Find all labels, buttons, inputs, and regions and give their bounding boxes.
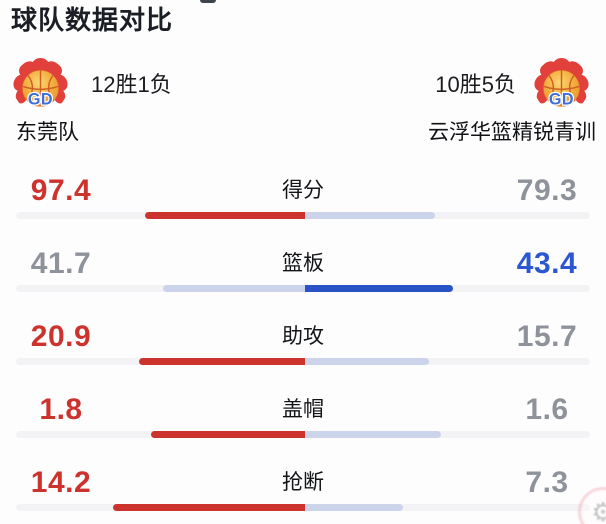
stat-value-right: 7.3 [525, 466, 569, 499]
stat-row: 1.8 盖帽 1.6 [0, 391, 606, 464]
clipped-ui-fragment [200, 0, 216, 3]
stat-bar-right-segment [305, 504, 403, 511]
stat-bar-left-segment [139, 358, 305, 365]
stat-label: 抢断 [282, 471, 324, 494]
stat-value-right: 43.4 [516, 247, 578, 280]
stat-value-left: 1.8 [39, 393, 83, 426]
watermark-badge: ⚙ [578, 487, 606, 524]
stat-bar-left-segment [145, 212, 305, 219]
left-team-record: 12胜1负 [91, 72, 172, 97]
stat-bar-right-segment [305, 212, 435, 219]
stat-value-left: 97.4 [30, 174, 92, 207]
left-team-logo-icon[interactable] [12, 57, 69, 114]
stat-label: 得分 [282, 179, 324, 202]
stat-bar-left-segment [113, 504, 305, 511]
stat-value-right: 79.3 [516, 174, 578, 207]
right-team-logo-icon[interactable] [533, 57, 590, 114]
stats-list: 97.4 得分 79.3 41.7 篮板 43.4 20.9 助攻 15.7 1… [0, 172, 606, 524]
stat-value-left: 20.9 [30, 320, 92, 353]
stat-row: 20.9 助攻 15.7 [0, 318, 606, 391]
stat-row: 41.7 篮板 43.4 [0, 245, 606, 318]
stat-bar-right-segment [305, 285, 453, 292]
stat-value-left: 41.7 [30, 247, 92, 280]
stat-value-left: 14.2 [30, 466, 92, 499]
stat-bar-left-segment [151, 431, 305, 438]
stat-bar-left-segment [163, 285, 305, 292]
stat-bar-right-segment [305, 358, 429, 365]
gear-icon: ⚙ [591, 497, 606, 524]
stat-label: 篮板 [282, 252, 324, 275]
stat-label: 盖帽 [282, 398, 324, 421]
stat-label: 助攻 [282, 325, 324, 348]
stat-value-right: 1.6 [525, 393, 569, 426]
stat-bar-right-segment [305, 431, 441, 438]
right-team-record: 10胜5负 [435, 72, 516, 97]
stat-row: 14.2 抢断 7.3 [0, 464, 606, 524]
left-team-name[interactable]: 东莞队 [16, 121, 79, 144]
watermark-ring: ⚙ [578, 487, 606, 524]
page-title: 球队数据对比 [11, 5, 174, 35]
stat-value-right: 15.7 [516, 320, 578, 353]
stat-row: 97.4 得分 79.3 [0, 172, 606, 245]
right-team-name[interactable]: 云浮华篮精锐青训 [428, 121, 596, 144]
